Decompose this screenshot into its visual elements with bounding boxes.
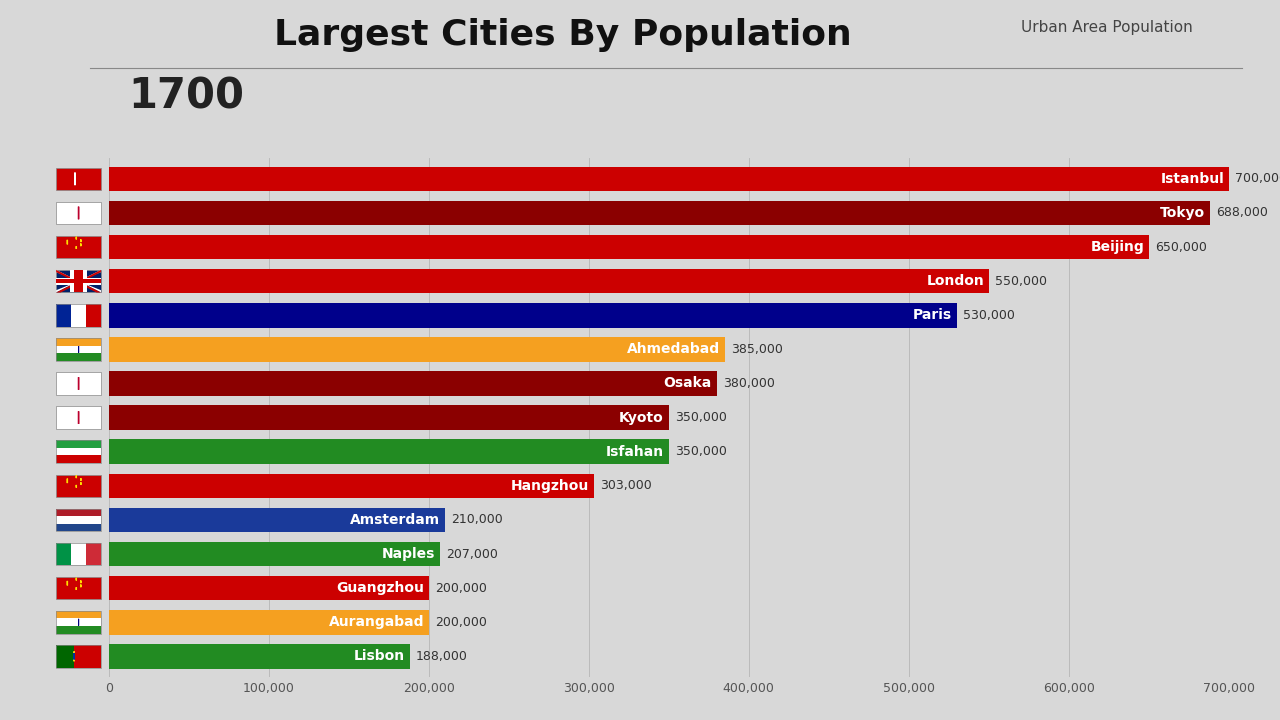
Bar bbox=[109, 269, 988, 294]
Bar bbox=[56, 456, 101, 463]
Text: Kyoto: Kyoto bbox=[620, 410, 664, 425]
Bar bbox=[56, 202, 101, 224]
Text: Naples: Naples bbox=[381, 547, 435, 561]
Bar bbox=[72, 543, 86, 565]
Bar bbox=[109, 474, 594, 498]
Bar bbox=[56, 611, 101, 618]
Bar bbox=[70, 270, 87, 292]
Bar bbox=[74, 645, 101, 667]
Bar bbox=[56, 543, 101, 565]
Text: 1700: 1700 bbox=[128, 76, 244, 117]
Bar bbox=[56, 618, 101, 626]
Bar bbox=[56, 441, 101, 463]
Text: 210,000: 210,000 bbox=[452, 513, 503, 526]
Text: Osaka: Osaka bbox=[664, 377, 712, 390]
Bar bbox=[56, 441, 101, 448]
Bar bbox=[56, 304, 101, 327]
Polygon shape bbox=[56, 270, 101, 292]
Bar bbox=[109, 235, 1149, 259]
Text: Istanbul: Istanbul bbox=[1160, 172, 1224, 186]
Bar bbox=[109, 372, 717, 396]
Bar bbox=[56, 279, 101, 284]
Bar bbox=[56, 508, 101, 531]
Bar bbox=[109, 166, 1229, 191]
Text: 700,000: 700,000 bbox=[1235, 172, 1280, 185]
Bar bbox=[109, 541, 440, 567]
Text: 188,000: 188,000 bbox=[416, 650, 468, 663]
Bar bbox=[72, 304, 86, 327]
Bar bbox=[56, 270, 101, 292]
Text: 303,000: 303,000 bbox=[600, 480, 652, 492]
Bar bbox=[56, 508, 101, 516]
Bar bbox=[56, 235, 101, 258]
Bar bbox=[56, 645, 74, 667]
Text: 380,000: 380,000 bbox=[723, 377, 776, 390]
Bar bbox=[109, 201, 1210, 225]
Bar bbox=[56, 577, 101, 600]
Text: 385,000: 385,000 bbox=[731, 343, 783, 356]
Text: 200,000: 200,000 bbox=[435, 616, 488, 629]
Bar bbox=[56, 645, 101, 667]
Bar bbox=[56, 372, 101, 395]
Text: Tokyo: Tokyo bbox=[1160, 206, 1204, 220]
Text: 650,000: 650,000 bbox=[1156, 240, 1207, 253]
Bar bbox=[56, 353, 101, 361]
Text: 530,000: 530,000 bbox=[964, 309, 1015, 322]
Text: Isfahan: Isfahan bbox=[605, 445, 664, 459]
Bar bbox=[56, 304, 72, 327]
Text: London: London bbox=[927, 274, 984, 288]
Bar bbox=[56, 474, 101, 497]
Text: Lisbon: Lisbon bbox=[353, 649, 404, 663]
Text: Largest Cities By Population: Largest Cities By Population bbox=[274, 18, 852, 52]
Bar bbox=[56, 338, 101, 361]
Bar bbox=[56, 168, 101, 190]
Polygon shape bbox=[56, 270, 101, 292]
Text: Aurangabad: Aurangabad bbox=[329, 615, 424, 629]
Text: Beijing: Beijing bbox=[1091, 240, 1144, 254]
Bar bbox=[56, 516, 101, 523]
Text: Paris: Paris bbox=[913, 308, 952, 323]
Bar bbox=[109, 439, 668, 464]
Bar bbox=[56, 448, 101, 456]
Text: Ahmedabad: Ahmedabad bbox=[627, 343, 719, 356]
Bar bbox=[56, 523, 101, 531]
Bar bbox=[74, 270, 83, 292]
Text: 350,000: 350,000 bbox=[676, 411, 727, 424]
Polygon shape bbox=[56, 270, 101, 292]
Text: 350,000: 350,000 bbox=[676, 445, 727, 458]
Bar bbox=[109, 405, 668, 430]
Bar bbox=[56, 278, 101, 284]
Bar bbox=[56, 543, 72, 565]
Bar bbox=[56, 611, 101, 634]
Bar bbox=[109, 303, 957, 328]
Bar bbox=[109, 508, 445, 532]
Bar bbox=[56, 406, 101, 429]
Bar bbox=[86, 304, 101, 327]
Bar bbox=[56, 626, 101, 634]
Text: Amsterdam: Amsterdam bbox=[349, 513, 440, 527]
Bar bbox=[86, 543, 101, 565]
Text: 207,000: 207,000 bbox=[447, 547, 498, 561]
Bar bbox=[109, 337, 724, 361]
Text: Urban Area Population: Urban Area Population bbox=[1021, 20, 1193, 35]
Bar bbox=[56, 346, 101, 353]
Bar bbox=[109, 610, 429, 634]
Text: 688,000: 688,000 bbox=[1216, 207, 1268, 220]
Bar bbox=[109, 576, 429, 600]
Text: 550,000: 550,000 bbox=[996, 274, 1047, 288]
Polygon shape bbox=[56, 270, 101, 292]
Text: 200,000: 200,000 bbox=[435, 582, 488, 595]
Text: Guangzhou: Guangzhou bbox=[337, 581, 424, 595]
Bar bbox=[56, 338, 101, 346]
Text: Hangzhou: Hangzhou bbox=[511, 479, 589, 492]
Bar bbox=[109, 644, 410, 669]
